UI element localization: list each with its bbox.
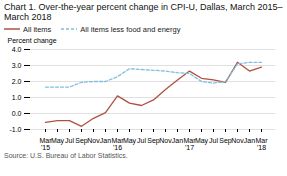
svg-text:May: May xyxy=(195,137,209,145)
html-text:Source: U.S. Bureau of Labor S: Source: U.S. Bureau of Labor Statistics. xyxy=(4,151,128,159)
svg-text:Sep: Sep xyxy=(219,137,232,145)
svg-text:Jan: Jan xyxy=(244,137,255,144)
svg-text:Jul: Jul xyxy=(137,137,146,144)
svg-text:Jan: Jan xyxy=(172,137,183,144)
svg-text:Sep: Sep xyxy=(75,137,88,145)
svg-text:Sep: Sep xyxy=(147,137,160,145)
svg-text:Jul: Jul xyxy=(209,137,218,144)
html-text:All items less food and energy: All items less food and energy xyxy=(80,24,181,34)
svg-text:4.0: 4.0 xyxy=(12,45,22,52)
svg-text:-1.0: -1.0 xyxy=(9,125,21,132)
svg-text:Jul: Jul xyxy=(65,137,74,144)
svg-text:May: May xyxy=(123,137,137,145)
svg-text:3.0: 3.0 xyxy=(12,61,22,68)
svg-text:Nov: Nov xyxy=(87,137,100,144)
svg-text:1.0: 1.0 xyxy=(12,93,22,100)
html-text:Chart 1. Over-the-year percent: Chart 1. Over-the-year percent change in… xyxy=(4,2,283,23)
html-text:All items: All items xyxy=(23,24,52,34)
svg-text:Percent change: Percent change xyxy=(8,37,57,45)
svg-text:2.0: 2.0 xyxy=(12,77,22,84)
svg-text:May: May xyxy=(51,137,65,145)
svg-text:Mar'18: Mar'18 xyxy=(255,137,268,151)
svg-text:Nov: Nov xyxy=(231,137,244,144)
svg-text:Nov: Nov xyxy=(159,137,172,144)
svg-text:Jan: Jan xyxy=(100,137,111,144)
svg-text:0.0: 0.0 xyxy=(12,109,22,116)
